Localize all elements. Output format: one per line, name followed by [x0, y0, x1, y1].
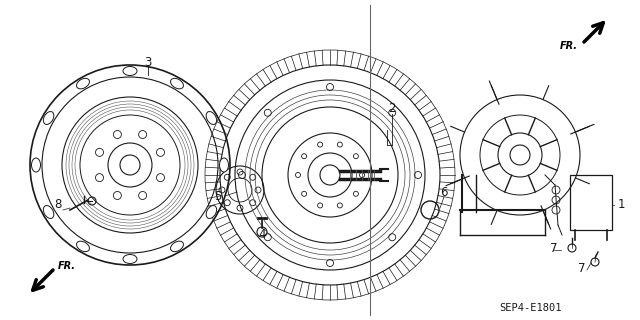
Text: SEP4-E1801: SEP4-E1801 — [499, 303, 561, 313]
Ellipse shape — [123, 254, 137, 263]
Text: 6: 6 — [440, 186, 448, 198]
Text: 3: 3 — [144, 55, 152, 68]
Text: 5: 5 — [214, 189, 221, 203]
Ellipse shape — [44, 112, 54, 124]
Ellipse shape — [123, 67, 137, 76]
Text: 7: 7 — [550, 242, 557, 254]
Text: 7: 7 — [579, 261, 586, 275]
Ellipse shape — [206, 205, 217, 219]
Text: FR.: FR. — [58, 261, 76, 271]
Text: 4: 4 — [259, 228, 266, 241]
Text: FR.: FR. — [560, 41, 578, 51]
Text: 8: 8 — [54, 198, 61, 212]
Text: 2: 2 — [388, 101, 396, 115]
Text: 1: 1 — [618, 198, 625, 212]
Ellipse shape — [77, 241, 90, 252]
Ellipse shape — [170, 241, 184, 252]
Ellipse shape — [44, 205, 54, 219]
Ellipse shape — [31, 158, 40, 172]
Ellipse shape — [206, 112, 217, 124]
Bar — [570, 175, 612, 230]
Ellipse shape — [220, 158, 228, 172]
Ellipse shape — [170, 78, 184, 89]
Ellipse shape — [77, 78, 90, 89]
